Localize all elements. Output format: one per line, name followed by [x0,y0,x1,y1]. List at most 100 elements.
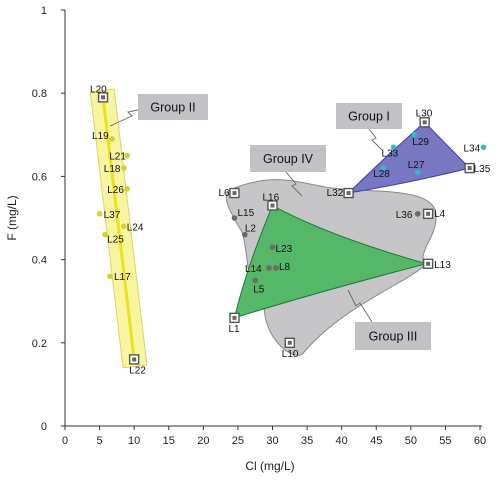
group-iv-leader [285,171,303,197]
point-marker [229,312,240,324]
point-label: L22 [129,365,146,376]
point-label: L33 [382,148,399,159]
group-iii-callout-box [355,322,431,350]
group-iii-leader [347,289,373,323]
point-label: L13 [434,260,451,271]
point-label: L34 [463,143,480,154]
group-iv-callout-box [250,145,326,172]
point-marker [102,231,108,238]
x-tick-label: 25 [232,435,244,447]
point-label: L14 [245,264,262,275]
point-label: L17 [114,272,131,283]
point-label: L21 [109,152,126,163]
point-marker [120,165,127,171]
point-label: L28 [373,169,390,180]
point-label: L20 [90,84,107,95]
point-marker [269,244,276,250]
point-label: L2 [245,224,257,235]
point-marker [252,277,259,284]
point-marker [273,265,279,271]
x-tick-label: 45 [370,435,382,447]
point-label: L35 [474,164,491,175]
x-tick-label: 60 [474,435,486,447]
point-label: L8 [279,262,291,273]
trend-line [101,97,136,360]
point-marker [414,169,421,176]
point-marker [267,200,278,211]
point-marker [97,92,109,103]
group-i-leader [368,128,383,151]
point-marker [124,152,131,159]
point-marker [231,215,238,221]
point-marker [414,211,421,217]
point-label: L5 [253,284,265,295]
y-tick-label: 0 [41,421,47,433]
point-label: L4 [434,209,446,220]
point-label: L37 [104,210,121,221]
group-i-callout-box [336,103,402,129]
y-axis-title: F (mg/L) [5,195,19,240]
point-label: L29 [412,137,429,148]
point-label: L25 [107,235,124,246]
group-callouts: Group I Group II Group III Group IV [109,94,431,350]
point-marker [464,162,475,174]
point-marker [419,117,430,128]
y-ticks: 0 0.2 0.4 0.6 0.8 1 [32,5,65,433]
point-marker [422,208,434,220]
x-tick-label: 10 [128,435,140,447]
point-marker [109,136,115,142]
group-iii-label: Group III [369,330,418,344]
group-iv-label: Group IV [263,152,314,166]
x-tick-label: 15 [163,435,175,447]
point-label: L18 [104,164,121,175]
point-label: L1 [228,324,240,335]
point-marker [480,144,487,151]
point-label: L15 [237,208,254,219]
x-tick-label: 30 [266,435,278,447]
point-marker [266,265,272,271]
point-label: L24 [127,222,144,233]
point-marker [343,187,354,199]
group-ii-callout-box [138,94,208,120]
point-label: L26 [107,185,124,196]
point-label: L23 [276,244,293,255]
point-marker [380,165,386,171]
region-group-i [347,121,471,194]
point-marker [128,354,140,365]
x-tick-label: 50 [405,435,417,447]
group-ii-trend [101,97,136,360]
y-tick-label: 0.2 [32,338,47,350]
x-ticks: 0 5 10 15 20 25 30 35 40 45 50 55 60 [62,426,486,447]
point-label: L27 [408,160,425,171]
x-tick-label: 0 [62,435,68,447]
group-ii-label: Group II [150,101,195,115]
point-marker [96,211,103,217]
x-tick-label: 5 [97,435,103,447]
point-marker [124,186,131,192]
x-tick-label: 20 [197,435,209,447]
point-marker [411,132,418,138]
point-marker [422,258,434,269]
point-label: L36 [396,210,413,221]
axes: 0 5 10 15 20 25 30 35 40 45 50 55 60 00.20.40.60.81 … [5,5,486,473]
x-tick-label: 40 [336,435,348,447]
point-label: L16 [263,193,280,204]
point-label: L32 [327,188,344,199]
x-tick-label: 35 [301,435,313,447]
group-i-label: Group I [348,110,390,124]
point-marker [284,337,295,348]
y-tick-label: 0.8 [32,88,47,100]
point-label: L6 [218,188,230,199]
x-tick-label: 55 [439,435,451,447]
point-marker [107,273,113,280]
x-axis-title: Cl (mg/L) [245,459,294,473]
data-points [96,92,487,365]
y-tick-label: 0.4 [32,255,47,267]
y-tick-label: 1 [41,5,47,17]
group-ii-leader [109,109,139,127]
point-label: L30 [416,108,433,119]
point-label: L19 [92,131,109,142]
point-marker [242,231,248,238]
